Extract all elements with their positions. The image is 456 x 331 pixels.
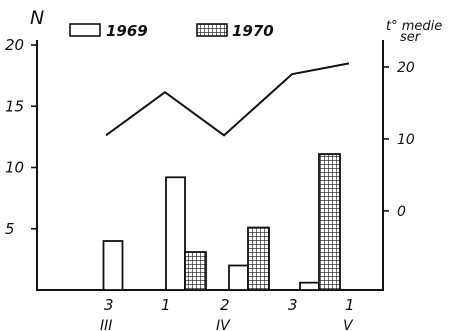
month-label: V	[343, 318, 354, 331]
x-tick-label: 3	[288, 296, 298, 314]
temperature-series	[105, 62, 350, 137]
left-tick-label: 15	[5, 97, 24, 115]
right-tick-label: 10	[397, 132, 415, 148]
bar-1969	[299, 281, 320, 291]
month-label: III	[100, 318, 112, 331]
bar-1970	[184, 251, 207, 291]
bar-1969	[102, 240, 124, 291]
left-ticks: 20 15 10 5	[5, 36, 37, 238]
bars	[102, 153, 341, 291]
bar-1969	[165, 176, 186, 291]
right-axis-title: t° medie ser	[386, 19, 442, 45]
temperature-line	[105, 62, 350, 137]
legend: 1969 1970	[69, 22, 274, 40]
left-tick-label: 5	[5, 220, 15, 238]
right-tick-label: 20	[397, 60, 415, 76]
legend-swatch-1970	[196, 23, 228, 37]
bar-1969	[228, 264, 249, 291]
right-tick-label: 0	[397, 204, 406, 220]
x-tick-label: 1	[161, 296, 171, 314]
right-ticks: 20 10 0	[383, 60, 415, 220]
legend-swatch-1969	[69, 23, 101, 37]
x-labels: 3 1 2 3 1 III IV V	[100, 296, 355, 331]
x-tick-label: 3	[104, 296, 114, 314]
bar-1970	[247, 226, 270, 291]
left-tick-label: 20	[5, 36, 24, 54]
x-tick-label: 2	[220, 296, 230, 314]
left-tick-label: 10	[5, 159, 24, 177]
x-tick-label: 1	[345, 296, 355, 314]
legend-label-1970: 1970	[232, 22, 274, 40]
month-label: IV	[216, 318, 231, 331]
legend-label-1969: 1969	[106, 22, 148, 40]
left-axis-title: N	[30, 7, 44, 29]
bar-1970	[318, 153, 341, 291]
